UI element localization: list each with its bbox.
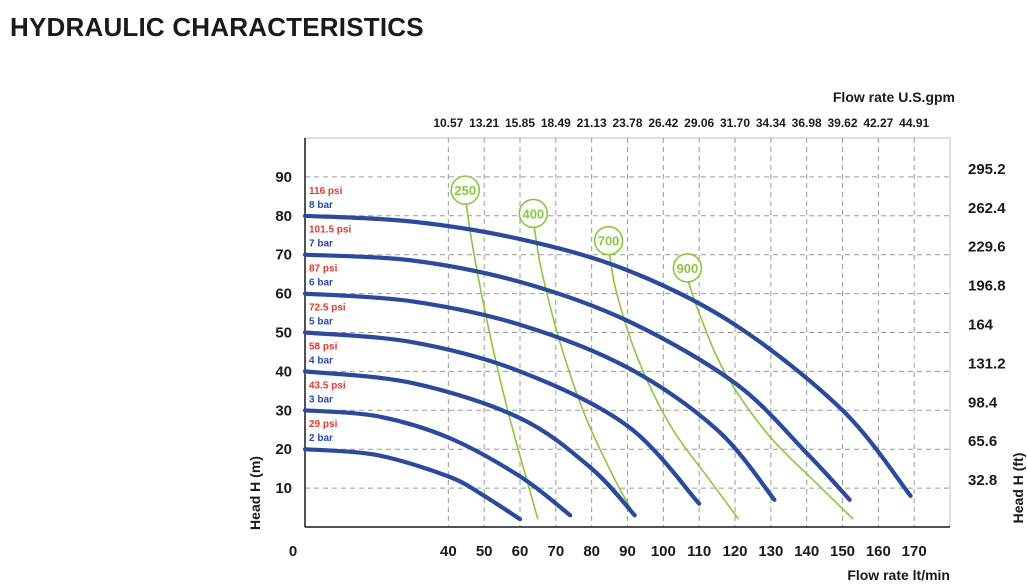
x2-tick-label: 21.13	[577, 116, 607, 130]
x2-tick-label: 42.27	[863, 116, 893, 130]
x2-tick-label: 36.98	[792, 116, 822, 130]
bar-label: 3 bar	[309, 394, 333, 405]
y-tick-label: 60	[275, 286, 292, 303]
y2-tick-label: 131.2	[968, 355, 1006, 372]
page-title: HYDRAULIC CHARACTERISTICS	[10, 12, 424, 42]
x-tick-label: 70	[547, 543, 564, 560]
pressure-curves	[302, 213, 913, 522]
bar-label: 6 bar	[309, 278, 333, 289]
efficiency-label: 250	[454, 183, 476, 198]
efficiency-badge-900	[672, 253, 703, 283]
pressure-labels: 116 psi 8 bar 101.5 psi 7 bar 87 psi 6 bar 72.…	[309, 186, 351, 444]
psi-label: 116 psi	[309, 186, 343, 197]
pressure-curve-5-bar	[302, 330, 702, 506]
efficiency-badge-250	[450, 175, 481, 205]
x2-tick-label: 39.62	[827, 116, 857, 130]
x2-tick-label: 34.34	[756, 116, 786, 130]
efficiency-badge-700	[593, 225, 624, 256]
pressure-curve-2-bar	[302, 447, 523, 522]
x2-axis-title: Flow rate U.S.gpm	[833, 89, 955, 105]
efficiency-curves: 250 400 700 900	[450, 175, 854, 520]
efficiency-curve-400	[533, 227, 636, 516]
efficiency-badge-400	[518, 198, 549, 229]
efficiency-curve-250	[465, 203, 539, 520]
psi-label: 29 psi	[309, 419, 338, 430]
x2-tick-label: 18.49	[541, 116, 571, 130]
bar-label: 8 bar	[309, 200, 333, 211]
grid-lines	[304, 137, 951, 528]
x-tick-label: 90	[619, 543, 636, 560]
y2-tick-label: 65.6	[968, 433, 997, 450]
y-tick-label: 70	[275, 247, 292, 264]
y-tick-label: 10	[275, 480, 292, 497]
y2-tick-label: 262.4	[968, 200, 1006, 217]
bar-label: 7 bar	[309, 239, 333, 250]
x-tick-label: 60	[512, 543, 529, 560]
efficiency-label: 900	[677, 261, 699, 276]
y2-tick-label: 295.2	[968, 161, 1006, 178]
x-axis-title: Flow rate lt/min	[847, 567, 950, 583]
psi-label: 72.5 psi	[309, 303, 346, 314]
x-tick-label: 150	[830, 543, 855, 560]
pressure-curve-4-bar	[302, 369, 637, 518]
y-tick-label: 90	[275, 169, 292, 186]
y-tick-label: 50	[275, 325, 292, 342]
y2-axis-title: Head H (ft)	[1010, 453, 1026, 524]
y-tick-label: 80	[275, 208, 292, 225]
y2-tick-label: 229.6	[968, 239, 1006, 256]
x2-tick-label: 44.91	[899, 116, 929, 130]
x2-tick-label: 31.70	[720, 116, 750, 130]
pressure-curve-3-bar	[302, 408, 573, 518]
x-tick-label: 50	[476, 543, 493, 560]
x2-tick-label: 13.21	[469, 116, 499, 130]
x2-tick-label: 29.06	[684, 116, 714, 130]
x-tick-label: 100	[651, 543, 676, 560]
y2-tick-label: 196.8	[968, 278, 1006, 295]
x-tick-label: 120	[722, 543, 747, 560]
y2-tick-label: 32.8	[968, 472, 997, 489]
y-tick-label: 20	[275, 441, 292, 458]
x2-tick-label: 26.42	[648, 116, 678, 130]
bar-label: 2 bar	[309, 433, 333, 444]
bar-label: 5 bar	[309, 317, 333, 328]
x-tick-label: 40	[440, 543, 457, 560]
psi-label: 87 psi	[309, 264, 338, 275]
psi-label: 43.5 psi	[309, 380, 346, 391]
x-tick-label: 80	[583, 543, 600, 560]
pressure-curve-7-bar	[302, 252, 852, 502]
efficiency-label: 700	[598, 234, 620, 249]
x-tick-label: 110	[687, 543, 711, 560]
x2-tick-label: 15.85	[505, 116, 535, 130]
y-tick-label: 30	[275, 402, 292, 419]
efficiency-label: 400	[522, 206, 544, 221]
efficiency-curve-700	[608, 254, 740, 520]
tick-labels: 0 40 50 60 70 80 90 100 110 120 130 140 150 160 170 10.…	[275, 116, 1006, 560]
y2-tick-label: 98.4	[968, 394, 998, 411]
pressure-curve-6-bar	[302, 291, 777, 502]
psi-label: 101.5 psi	[309, 225, 351, 236]
bar-label: 4 bar	[309, 355, 333, 366]
y-tick-label: 40	[275, 363, 292, 380]
psi-label: 58 psi	[309, 341, 338, 352]
x-tick-label: 0	[289, 543, 297, 560]
x-tick-label: 130	[758, 543, 783, 560]
x-tick-label: 160	[866, 543, 891, 560]
x-tick-label: 140	[794, 543, 819, 560]
x2-tick-label: 10.57	[433, 116, 463, 130]
y2-tick-label: 164	[968, 317, 994, 334]
x-tick-label: 170	[902, 543, 927, 560]
y-axis-title: Head H (m)	[247, 456, 263, 530]
pressure-curve-8-bar	[302, 213, 913, 498]
efficiency-curve-900	[687, 281, 854, 520]
x2-tick-label: 23.78	[612, 116, 642, 130]
